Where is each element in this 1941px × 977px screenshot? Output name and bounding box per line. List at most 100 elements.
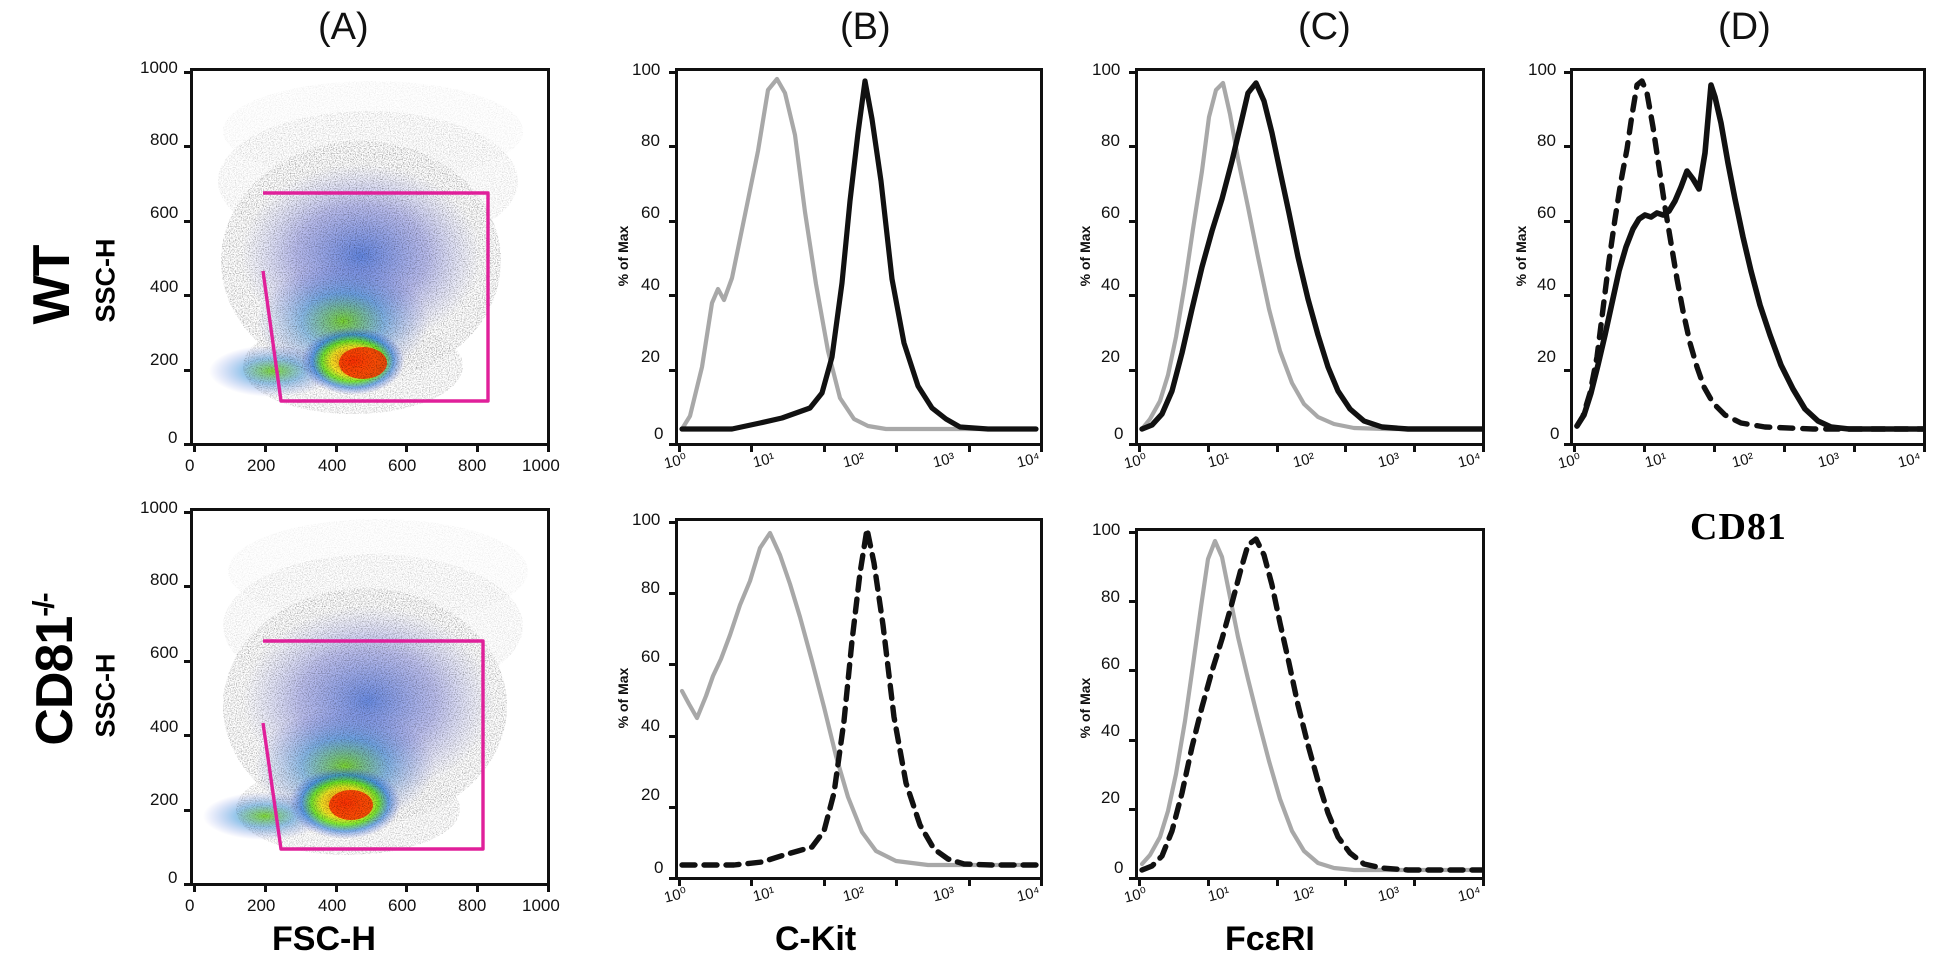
ytick-b-ko-20: 20 — [641, 785, 660, 804]
curve-isotype-b-wt — [679, 76, 1039, 432]
axis-tick — [1713, 443, 1716, 452]
axis-tick — [1129, 219, 1138, 223]
ytick-d-80: 80 — [1537, 131, 1556, 150]
ytick-c-ko-40: 40 — [1101, 721, 1120, 740]
scatter-canvas-ko — [203, 519, 528, 855]
ytick-b-ko-60: 60 — [641, 647, 660, 666]
axis-tick — [1275, 443, 1279, 452]
xtick-d-1e4: 10⁴ — [1896, 449, 1923, 472]
axis-tick — [669, 805, 678, 809]
ytick-b-ko-0: 0 — [654, 858, 664, 877]
axis-tick — [1564, 145, 1573, 149]
xtick-b-wt-1e4: 10⁴ — [1015, 449, 1042, 472]
xtick-ko-0: 0 — [185, 896, 195, 915]
axis-tick — [184, 808, 193, 812]
axis-tick — [1040, 443, 1043, 452]
ytick-b-ko-40: 40 — [641, 716, 660, 735]
axis-tick — [547, 883, 550, 892]
ytick-b-ko-100: 100 — [632, 510, 661, 529]
xtick-b-wt-1e0: 10⁰ — [662, 450, 689, 473]
scatter-canvas-wt — [209, 81, 523, 414]
axis-tick — [967, 443, 971, 452]
axis-tick — [193, 883, 196, 892]
ytick-wt-600: 600 — [150, 203, 179, 222]
axis-tick — [1129, 877, 1138, 880]
xtick-ko-200: 200 — [247, 896, 276, 915]
axis-tick — [405, 443, 409, 452]
hist-plot-b-ko[interactable] — [669, 518, 1043, 886]
xtick-d-1e3: 10³ — [1816, 449, 1842, 472]
axis-tick — [1275, 877, 1279, 886]
axis-tick — [1643, 443, 1646, 452]
ytick-c-ko-20: 20 — [1101, 788, 1120, 807]
xtick-ko-1000: 1000 — [522, 896, 560, 915]
scatter-plot-ko[interactable] — [184, 508, 550, 892]
x-axis-label-ckit: C-Kit — [775, 920, 857, 958]
row-axis-label-wt: SSC-H — [91, 211, 122, 351]
x-axis-label-fsc-h: FSC-H — [272, 920, 376, 958]
axis-tick — [263, 443, 267, 452]
axis-tick — [669, 219, 678, 223]
axis-tick — [1129, 145, 1138, 149]
xtick-wt-0: 0 — [185, 456, 195, 475]
row-label-ko: CD81-/- — [25, 555, 85, 785]
ytick-wt-200: 200 — [150, 350, 179, 369]
ytick-b-wt-80: 80 — [641, 131, 660, 150]
y-axis-label-d: % of Max — [1513, 225, 1529, 287]
xtick-b-ko-1e3: 10³ — [931, 883, 957, 906]
axis-tick — [1344, 443, 1348, 452]
ytick-ko-400: 400 — [150, 717, 179, 736]
xtick-b-ko-1e4: 10⁴ — [1015, 883, 1042, 906]
axis-tick — [1138, 443, 1141, 452]
x-axis-label-cd81: CD81 — [1690, 506, 1787, 548]
curve-isotype-b-ko — [679, 530, 1039, 868]
axis-tick — [1206, 877, 1210, 886]
xtick-wt-400: 400 — [318, 456, 347, 475]
axis-tick — [1783, 443, 1786, 452]
row-axis-label-ko: SSC-H — [91, 626, 122, 766]
ytick-d-40: 40 — [1537, 275, 1556, 294]
axis-tick — [263, 883, 267, 892]
xtick-c-ko-1e1: 10¹ — [1206, 883, 1232, 906]
row-label-ko-sup: -/- — [27, 594, 61, 617]
hist-plot-c-wt[interactable] — [1129, 68, 1485, 452]
xtick-d-1e1: 10¹ — [1643, 449, 1669, 472]
curve-isotype-c-ko — [1139, 538, 1482, 873]
panel-letter-b: (B) — [840, 6, 891, 48]
y-axis-label-b-wt: % of Max — [615, 225, 631, 287]
curve-isotype-c-wt — [1139, 80, 1482, 432]
axis-tick — [669, 734, 678, 738]
axis-tick — [1138, 877, 1141, 886]
axis-tick — [669, 592, 678, 596]
hist-canvas-c-ko — [1139, 536, 1482, 873]
axis-tick — [669, 443, 678, 446]
axis-tick — [678, 443, 681, 452]
axis-tick — [1344, 877, 1348, 886]
ssc-h-label-ko: SSC-H — [90, 653, 121, 738]
scatter-plot-wt[interactable] — [184, 68, 550, 452]
row-label-ko-text: CD81 — [26, 616, 84, 746]
ytick-c-ko-80: 80 — [1101, 587, 1120, 606]
axis-tick — [547, 443, 550, 452]
xtick-b-wt-1e2: 10² — [841, 449, 867, 472]
ytick-b-wt-20: 20 — [641, 347, 660, 366]
xtick-b-ko-1e0: 10⁰ — [662, 884, 689, 907]
xtick-b-wt-1e3: 10³ — [931, 449, 957, 472]
hist-plot-b-wt[interactable] — [669, 68, 1043, 452]
curve-ckit-b-ko — [679, 526, 1039, 868]
xtick-c-wt-1e3: 10³ — [1376, 449, 1402, 472]
axis-tick — [1573, 443, 1576, 452]
axis-tick — [1129, 531, 1138, 534]
hist-plot-c-ko[interactable] — [1129, 528, 1485, 886]
ytick-c-ko-100: 100 — [1092, 520, 1121, 539]
axis-tick — [184, 883, 193, 886]
hist-canvas-d — [1574, 78, 1923, 432]
ytick-d-60: 60 — [1537, 203, 1556, 222]
ytick-wt-400: 400 — [150, 277, 179, 296]
axis-tick — [1040, 877, 1043, 886]
panel-letter-c: (C) — [1298, 6, 1351, 48]
xtick-wt-800: 800 — [458, 456, 487, 475]
hist-plot-d[interactable] — [1564, 68, 1926, 452]
axis-tick — [184, 71, 193, 74]
